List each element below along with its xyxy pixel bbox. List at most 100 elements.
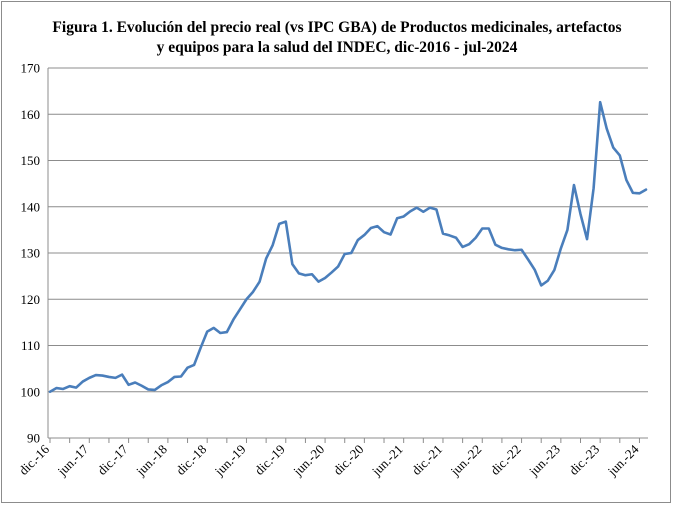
y-tick-label-130: 130	[21, 246, 41, 261]
data-point	[134, 381, 136, 383]
data-point	[612, 146, 614, 148]
data-point	[533, 268, 535, 270]
data-point	[370, 227, 372, 229]
x-tick-label-jun-22: jun.-22	[447, 442, 485, 480]
data-point	[566, 229, 568, 231]
data-point	[108, 376, 110, 378]
data-point	[350, 252, 352, 254]
data-point	[88, 377, 90, 379]
data-point	[573, 184, 575, 186]
data-point	[167, 381, 169, 383]
y-tick-label-90: 90	[27, 431, 40, 446]
data-point	[95, 374, 97, 376]
x-tick-label-dic-23: dic.-23	[566, 442, 602, 478]
data-point	[147, 388, 149, 390]
x-tick-label-dic-20: dic.-20	[330, 442, 366, 478]
data-point	[514, 249, 516, 251]
data-point	[330, 271, 332, 273]
y-tick-labels: 90 100 110 120 130 140 150 160 170	[21, 61, 41, 446]
data-point	[448, 234, 450, 236]
data-point	[258, 280, 260, 282]
y-tick-label-110: 110	[21, 338, 40, 353]
chart-title-line-2: y equipos para la salud del INDEC, dic-2…	[156, 39, 518, 56]
data-point	[317, 280, 319, 282]
data-point	[527, 258, 529, 260]
data-point	[383, 231, 385, 233]
data-point	[553, 269, 555, 271]
data-point	[547, 280, 549, 282]
data-point	[363, 234, 365, 236]
series-line-precio-real	[48, 100, 648, 394]
data-point	[271, 244, 273, 246]
chart-title-line-1: Figura 1. Evolución del precio real (vs …	[52, 19, 622, 36]
data-point	[206, 330, 208, 332]
x-tick-label-jun-20: jun.-20	[290, 442, 328, 480]
x-tick-label-dic-21: dic.-21	[409, 442, 445, 478]
x-tick-label-jun-19: jun.-19	[211, 442, 249, 480]
data-point	[592, 187, 594, 189]
data-point	[402, 215, 404, 217]
x-tick-label-dic-16: dic.-16	[16, 441, 53, 478]
data-point	[311, 273, 313, 275]
data-point	[127, 384, 129, 386]
data-point	[475, 237, 477, 239]
data-point	[199, 347, 201, 349]
series-layer	[48, 100, 648, 394]
data-point	[540, 284, 542, 286]
data-point	[579, 213, 581, 215]
x-tick-label-dic-19: dic.-19	[252, 442, 288, 478]
data-point	[625, 179, 627, 181]
data-point	[638, 192, 640, 194]
data-point	[265, 257, 267, 259]
data-point	[468, 243, 470, 245]
y-tick-label-160: 160	[21, 107, 41, 122]
data-point	[560, 247, 562, 249]
data-point	[160, 384, 162, 386]
data-point	[389, 233, 391, 235]
data-point	[357, 239, 359, 241]
data-point	[599, 101, 601, 103]
x-tick-label-jun-24: jun.-24	[604, 441, 642, 479]
x-tick-label-jun-17: jun.-17	[54, 441, 92, 479]
data-point	[62, 388, 64, 390]
data-point	[619, 154, 621, 156]
data-point	[494, 243, 496, 245]
data-point	[488, 227, 490, 229]
data-point	[285, 220, 287, 222]
data-point	[245, 298, 247, 300]
data-point	[291, 263, 293, 265]
data-point	[645, 188, 647, 190]
data-point	[501, 247, 503, 249]
data-point	[186, 367, 188, 369]
data-point	[324, 277, 326, 279]
data-point	[481, 227, 483, 229]
data-point	[140, 385, 142, 387]
data-point	[337, 265, 339, 267]
data-point	[252, 291, 254, 293]
data-point	[416, 206, 418, 208]
y-tick-label-170: 170	[21, 61, 41, 76]
data-point	[82, 380, 84, 382]
data-point	[435, 208, 437, 210]
data-point	[68, 385, 70, 387]
data-point	[180, 375, 182, 377]
data-point	[632, 192, 634, 194]
data-point	[298, 272, 300, 274]
data-point	[586, 238, 588, 240]
data-point	[219, 332, 221, 334]
y-tick-label-100: 100	[21, 384, 41, 399]
data-point	[114, 377, 116, 379]
data-point	[75, 386, 77, 388]
data-point	[226, 331, 228, 333]
data-point	[278, 223, 280, 225]
data-point	[455, 237, 457, 239]
data-point	[606, 127, 608, 129]
data-point	[429, 206, 431, 208]
data-point	[304, 274, 306, 276]
x-tick-label-dic-17: dic.-17	[94, 441, 131, 478]
data-point	[461, 246, 463, 248]
data-point	[507, 248, 509, 250]
data-point	[239, 308, 241, 310]
data-point	[213, 327, 215, 329]
